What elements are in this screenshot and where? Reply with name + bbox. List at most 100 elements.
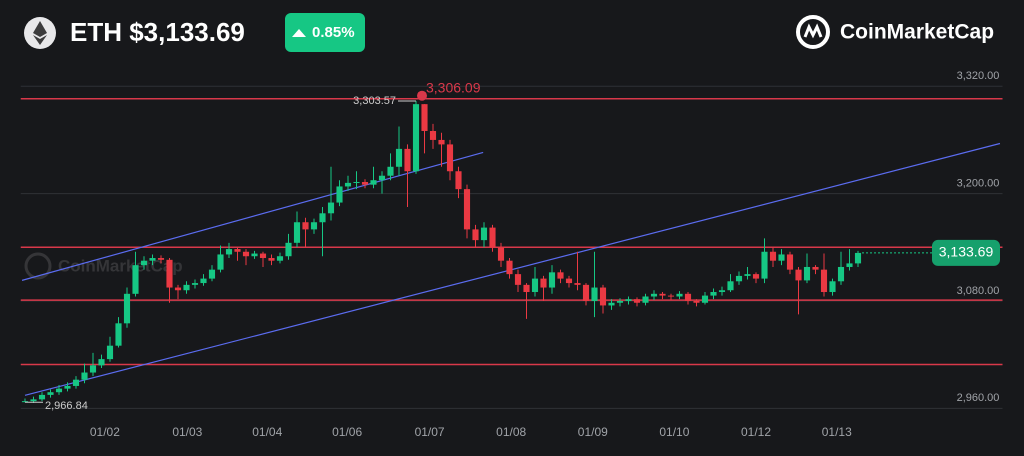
x-tick-label: 01/08 [496, 425, 526, 439]
candle-body [166, 259, 173, 288]
candle-body [38, 394, 46, 400]
candle-body [21, 401, 29, 403]
candle-body [361, 181, 369, 185]
candle-body [174, 287, 182, 291]
candle-high-label: 3,303.57 [353, 95, 396, 107]
candle-body [633, 299, 641, 303]
watermark-logo [24, 252, 52, 280]
candle-body [64, 385, 71, 389]
candle-body [489, 227, 496, 248]
candle-body [642, 296, 649, 303]
candle-body [106, 345, 114, 360]
candle-body [676, 293, 683, 297]
candle-body [786, 254, 794, 270]
up-arrow [292, 29, 306, 37]
candle-body [761, 251, 768, 279]
y-tick-label: 3,200.00 [957, 178, 1000, 190]
candle-body [98, 359, 105, 366]
candle-body [157, 258, 165, 260]
candle-body [217, 254, 224, 270]
candle-body [582, 284, 590, 301]
candle-body [565, 278, 573, 284]
x-tick-label: 01/13 [822, 425, 852, 439]
candle-body [812, 266, 819, 270]
candle-body [625, 299, 632, 301]
candle-body [667, 295, 675, 297]
y-tick-label: 2,960.00 [957, 392, 1000, 404]
candle-body [803, 266, 811, 281]
candle-body [251, 253, 258, 257]
candle-body [752, 274, 760, 279]
candle-body [693, 300, 700, 303]
x-tick-label: 01/04 [252, 425, 282, 439]
candle-body [455, 171, 462, 190]
candle-body [837, 266, 845, 282]
candle-body [820, 269, 828, 293]
candle-body [446, 144, 454, 172]
candle-body [608, 302, 615, 306]
candle-body [208, 269, 216, 279]
candle-body [234, 249, 241, 252]
candle-body [81, 372, 88, 380]
candle-body [47, 392, 54, 395]
candle-body [472, 229, 479, 241]
candle-body [191, 283, 199, 285]
change-badge [285, 13, 365, 52]
candle-body [115, 323, 122, 346]
candle-body [183, 284, 190, 291]
candle-body [684, 293, 692, 301]
trend-line [21, 151, 484, 281]
candle-body [727, 281, 734, 291]
candle-body [846, 263, 853, 267]
candle-body [353, 181, 360, 183]
candle-body [854, 252, 862, 264]
candle-body [574, 283, 581, 285]
brand-logo [796, 15, 830, 49]
candle-body [506, 260, 513, 275]
header: ETH $3,133.69 0.85% CoinMarketCap [24, 13, 994, 52]
candle-body [242, 251, 250, 257]
candle-body [344, 182, 352, 187]
brand-logo-glyph [803, 23, 823, 39]
candle-body [89, 365, 97, 373]
x-tick-label: 01/12 [741, 425, 771, 439]
candle-body [336, 186, 343, 203]
candle-body [200, 278, 207, 284]
candle-low-label: 2,966.84 [45, 400, 88, 412]
high-label: 3,306.09 [426, 79, 481, 95]
candle-body [523, 284, 530, 293]
candle-body [123, 293, 131, 324]
x-tick-label: 01/09 [578, 425, 608, 439]
candle-body [55, 388, 63, 393]
candle-body [769, 251, 777, 261]
candle-body [557, 272, 564, 279]
y-tick-label: 3,320.00 [957, 70, 1000, 82]
candle-body [829, 281, 836, 293]
candle-body [701, 295, 709, 303]
change-label: 0.85% [312, 24, 355, 41]
candle-body [735, 275, 743, 282]
y-tick-label: 3,080.00 [957, 285, 1000, 297]
candle-body [378, 175, 386, 181]
candle-body [327, 202, 335, 214]
candle-body [72, 379, 80, 386]
x-tick-label: 01/07 [415, 425, 445, 439]
candle-body [599, 287, 607, 306]
candle-body [480, 227, 488, 241]
high-marker [417, 90, 427, 101]
candle-body [744, 274, 751, 276]
candle-body [659, 293, 666, 296]
candle-body [387, 166, 394, 176]
candle-body [514, 274, 522, 285]
candle-body [310, 222, 318, 230]
candle-body [778, 254, 785, 261]
last-price-box [932, 239, 1000, 266]
candle-body [319, 213, 326, 223]
candle-body [421, 104, 428, 131]
candle-body [718, 290, 726, 293]
candle-body [370, 180, 377, 185]
candle-body [438, 139, 445, 145]
brand-name: CoinMarketCap [840, 21, 994, 44]
candle-body [293, 222, 301, 243]
